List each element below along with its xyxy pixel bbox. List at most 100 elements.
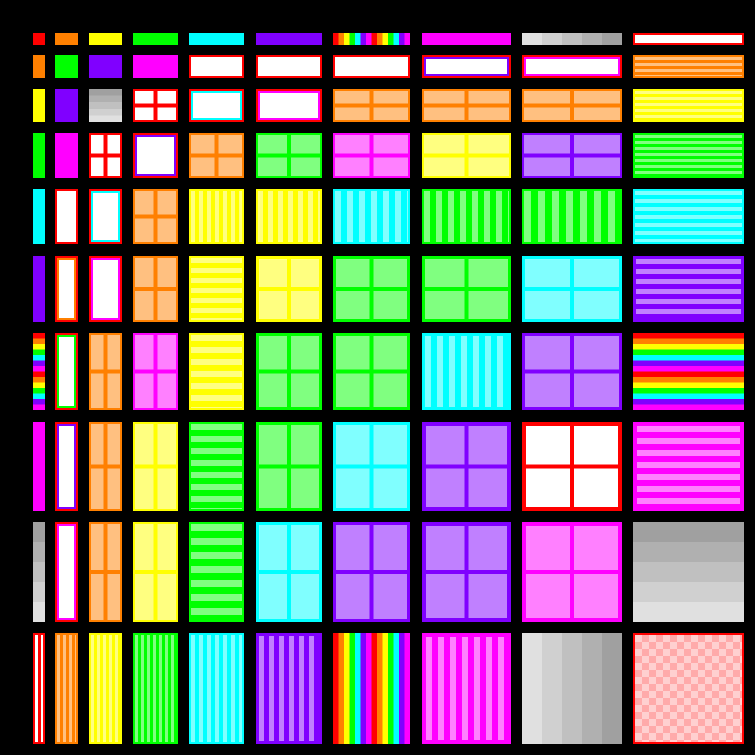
tile-r8-c1: [55, 522, 78, 622]
tile-r0-c4: [189, 33, 244, 45]
tile-r0-c2: [89, 33, 122, 45]
tile-r9-c7: [422, 633, 511, 744]
tile-r2-c8: [522, 89, 622, 122]
tile-r6-c6: [333, 333, 410, 410]
tile-r4-c4: [189, 189, 244, 244]
tile-r5-c7: [422, 256, 511, 322]
tile-r9-c1: [55, 633, 78, 744]
tile-r3-c5: [256, 133, 322, 178]
tile-r5-c4: [189, 256, 244, 322]
tile-r8-c8: [522, 522, 622, 622]
tile-r3-c0: [33, 133, 45, 178]
tile-r0-c1: [55, 33, 78, 45]
tile-r7-c9: [633, 422, 744, 511]
tile-r2-c2: [89, 89, 122, 122]
tile-r6-c8: [522, 333, 622, 410]
tile-r5-c2: [89, 256, 122, 322]
tile-r4-c2: [89, 189, 122, 244]
tile-r7-c0: [33, 422, 45, 511]
tile-r1-c9: [633, 55, 744, 78]
tile-r4-c8: [522, 189, 622, 244]
tile-r9-c3: [133, 633, 178, 744]
tile-r4-c1: [55, 189, 78, 244]
tile-r5-c6: [333, 256, 410, 322]
tile-r3-c6: [333, 133, 410, 178]
tile-r4-c5: [256, 189, 322, 244]
tile-r8-c7: [422, 522, 511, 622]
tile-r6-c7: [422, 333, 511, 410]
tile-r6-c0: [33, 333, 45, 410]
tile-r3-c9: [633, 133, 744, 178]
tile-r0-c7: [422, 33, 511, 45]
tile-r7-c5: [256, 422, 322, 511]
tile-r7-c8: [522, 422, 622, 511]
tile-r7-c3: [133, 422, 178, 511]
tile-r4-c9: [633, 189, 744, 244]
tile-r2-c3: [133, 89, 178, 122]
tile-r8-c4: [189, 522, 244, 622]
tile-r5-c0: [33, 256, 45, 322]
tile-r7-c1: [55, 422, 78, 511]
tile-r8-c2: [89, 522, 122, 622]
tile-r8-c9: [633, 522, 744, 622]
tile-r2-c5: [256, 89, 322, 122]
tile-r4-c3: [133, 189, 178, 244]
tile-r7-c6: [333, 422, 410, 511]
tile-r1-c1: [55, 55, 78, 78]
tile-r9-c0: [33, 633, 45, 744]
tile-r2-c0: [33, 89, 45, 122]
tile-r2-c9: [633, 89, 744, 122]
tile-r2-c4: [189, 89, 244, 122]
tile-r9-c8: [522, 633, 622, 744]
tile-r1-c3: [133, 55, 178, 78]
tile-r2-c1: [55, 89, 78, 122]
tile-r8-c5: [256, 522, 322, 622]
tile-r1-c8: [522, 55, 622, 78]
tile-r3-c2: [89, 133, 122, 178]
tile-r0-c8: [522, 33, 622, 45]
tile-r0-c3: [133, 33, 178, 45]
tile-r5-c8: [522, 256, 622, 322]
tile-r9-c5: [256, 633, 322, 744]
tile-r4-c6: [333, 189, 410, 244]
tile-r3-c1: [55, 133, 78, 178]
tile-r2-c6: [333, 89, 410, 122]
tile-r0-c6: [333, 33, 410, 45]
tile-r9-c9: [633, 633, 744, 744]
tile-r5-c5: [256, 256, 322, 322]
tile-r1-c0: [33, 55, 45, 78]
tile-r5-c9: [633, 256, 744, 322]
tile-r6-c9: [633, 333, 744, 410]
tile-r2-c7: [422, 89, 511, 122]
tile-r3-c7: [422, 133, 511, 178]
tile-r6-c2: [89, 333, 122, 410]
tile-r4-c7: [422, 189, 511, 244]
tile-r3-c3: [133, 133, 178, 178]
tile-r0-c9: [633, 33, 744, 45]
tile-r0-c0: [33, 33, 45, 45]
tile-r1-c6: [333, 55, 410, 78]
tile-r8-c3: [133, 522, 178, 622]
tile-r3-c8: [522, 133, 622, 178]
tile-r5-c1: [55, 256, 78, 322]
tile-r9-c2: [89, 633, 122, 744]
tile-r1-c5: [256, 55, 322, 78]
tile-r1-c4: [189, 55, 244, 78]
tile-r1-c2: [89, 55, 122, 78]
tile-r6-c4: [189, 333, 244, 410]
tile-r0-c5: [256, 33, 322, 45]
tile-r8-c0: [33, 522, 45, 622]
tile-r3-c4: [189, 133, 244, 178]
tile-r5-c3: [133, 256, 178, 322]
tile-r8-c6: [333, 522, 410, 622]
tile-r6-c5: [256, 333, 322, 410]
tile-r6-c1: [55, 333, 78, 410]
tile-r9-c6: [333, 633, 410, 744]
tile-r7-c7: [422, 422, 511, 511]
tile-r7-c4: [189, 422, 244, 511]
tile-r1-c7: [422, 55, 511, 78]
tile-r7-c2: [89, 422, 122, 511]
tile-r9-c4: [189, 633, 244, 744]
tile-r6-c3: [133, 333, 178, 410]
tile-r4-c0: [33, 189, 45, 244]
